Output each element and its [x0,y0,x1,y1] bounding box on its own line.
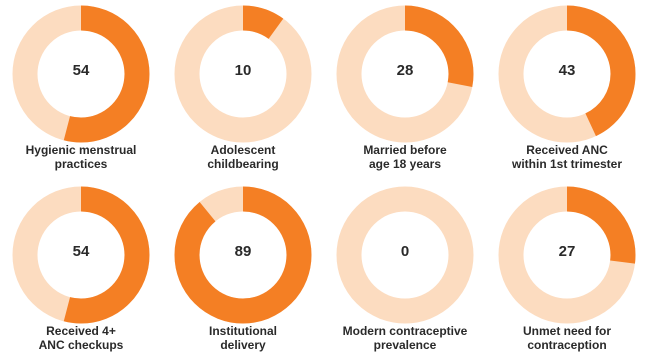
donut-category-label-line: childbearing [207,157,279,171]
donut-value-label: 0 [400,243,410,260]
donut-category-label: Received 4+ ANC checkups [0,324,162,352]
donut-value-label: 54 [72,243,90,260]
donut-value-label: 43 [558,62,576,79]
donut-item: 89 Institutional delivery [162,181,324,362]
donut-value-label: 28 [396,62,414,79]
donut-category-label: Hygienic menstrual practices [0,143,162,171]
donut-remaining-arc [336,186,474,324]
donut-category-label: Unmet need for contraception [486,324,648,352]
donut-item: 10 Adolescent childbearing [162,0,324,181]
donut-category-label-line: Married before [363,143,447,157]
donut-category-label: Modern contraceptive prevalence [324,324,486,352]
donut-ring [174,186,312,324]
donut-category-label-line: within 1st trimester [511,157,623,171]
donut-item: 27 Unmet need for contraception [486,181,648,362]
donut-category-label-line: Received 4+ [46,324,116,338]
donut-item: 28 Married before age 18 years [324,0,486,181]
donut-value-arc [12,5,150,143]
donut-category-label-line: age 18 years [368,157,442,171]
donut-value-arc [12,186,150,324]
donut-item: 54 Received 4+ ANC checkups [0,181,162,362]
donut-category-label: Adolescent childbearing [162,143,324,171]
donut-ring [174,5,312,143]
donut-value-arc [174,186,312,324]
donut-value-label: 89 [234,243,252,260]
donut-value-label: 10 [234,62,252,79]
donut-category-label-line: contraception [527,338,607,352]
donut-category-label: Received ANC within 1st trimester [486,143,648,171]
donut-value-arc [174,5,312,143]
donut-ring [12,186,150,324]
donut-category-label-line: ANC checkups [38,338,124,352]
donut-ring [12,5,150,143]
donut-value-label: 54 [72,62,90,79]
donut-category-label-line: Hygienic menstrual [25,143,137,157]
donut-category-label-line: practices [54,157,108,171]
donut-category-label: Married before age 18 years [324,143,486,171]
donut-category-label-line: Modern contraceptive [342,324,468,338]
donut-value-arc [498,186,636,324]
donut-category-label-line: Received ANC [526,143,608,157]
donut-ring [498,5,636,143]
donut-item: 54 Hygienic menstrual practices [0,0,162,181]
donut-category-label-line: delivery [220,338,266,352]
donut-category-label-line: Institutional [209,324,277,338]
donut-item: 0 Modern contraceptive prevalence [324,181,486,362]
donut-category-label-line: prevalence [373,338,437,352]
donut-value-arc [336,5,474,143]
donut-category-label: Institutional delivery [162,324,324,352]
donut-category-label-line: Adolescent [210,143,276,157]
donut-category-label-line: Unmet need for [522,324,611,338]
donut-ring [336,5,474,143]
donut-item: 43 Received ANC within 1st trimester [486,0,648,181]
donut-ring [498,186,636,324]
donut-value-label: 27 [558,243,576,260]
donut-value-arc [498,5,636,143]
donut-ring [336,186,474,324]
